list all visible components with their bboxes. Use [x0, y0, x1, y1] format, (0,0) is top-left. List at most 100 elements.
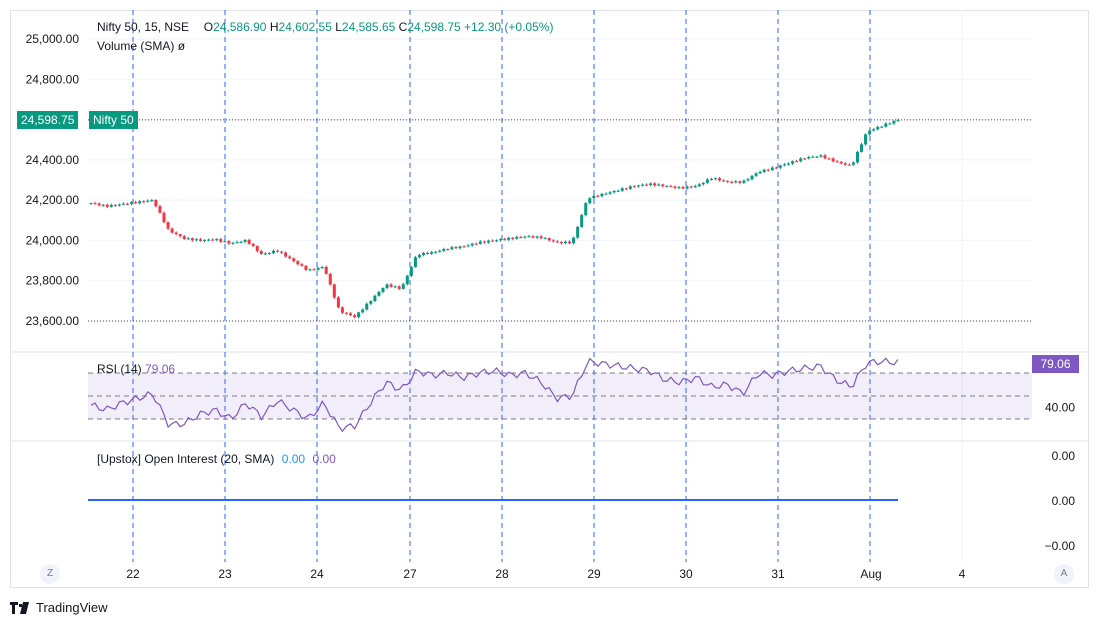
candle-body: [292, 258, 296, 262]
candle-body: [872, 129, 876, 131]
oi-tick-label: 0.00: [1052, 494, 1076, 508]
candle-body: [377, 292, 381, 296]
candle-body: [515, 236, 519, 239]
candle-body: [738, 181, 742, 183]
candle-body: [97, 203, 101, 206]
candle-body: [685, 186, 689, 189]
candle-body: [864, 134, 868, 145]
candle-body: [271, 250, 275, 253]
candle-body: [677, 187, 681, 189]
candle-body: [401, 284, 405, 289]
candle-body: [361, 309, 365, 313]
candle-body: [101, 204, 105, 206]
candle-body: [442, 249, 446, 251]
candle-body: [239, 241, 243, 243]
candle-body: [624, 188, 628, 190]
candle-body: [580, 215, 584, 227]
candle-body: [353, 315, 357, 318]
candle-body: [211, 239, 215, 241]
rsi-value-tag: 79.06: [1032, 355, 1079, 373]
candle-body: [791, 161, 795, 164]
candle-body: [178, 234, 182, 237]
candle-body: [681, 187, 685, 189]
time-tick-label: 27: [403, 567, 417, 581]
candle-body: [255, 246, 259, 252]
candle-body: [604, 193, 608, 195]
candle-body: [320, 267, 324, 269]
candle-body: [369, 301, 373, 304]
candle-body: [478, 241, 482, 244]
candle-body: [385, 284, 389, 289]
close-label: C: [398, 20, 408, 34]
candle-body: [766, 169, 770, 171]
candle-body: [186, 238, 190, 240]
candle-body: [851, 162, 855, 165]
candle-body: [750, 175, 754, 180]
candle-body: [782, 164, 786, 166]
candle-body: [336, 297, 340, 308]
candle-body: [231, 242, 235, 244]
candle-body: [714, 178, 718, 180]
candle-body: [389, 284, 393, 287]
symbol-label[interactable]: Nifty 50, 15, NSE: [97, 20, 190, 34]
candle-body: [892, 120, 896, 124]
candle-body: [495, 240, 499, 242]
candle-body: [770, 167, 774, 171]
candle-body: [762, 169, 766, 172]
symbol-name-tag: Nifty 50: [89, 111, 138, 129]
rsi-line: [90, 357, 899, 433]
price-legend: Nifty 50, 15, NSE O24,586.90 H24,602.55 …: [97, 20, 553, 34]
candle-body: [170, 228, 174, 233]
candle-body: [896, 119, 900, 121]
candle-body: [105, 204, 109, 207]
candle-body: [535, 236, 539, 238]
candle-body: [154, 200, 158, 207]
candle-body: [198, 239, 202, 241]
candle-body: [778, 165, 782, 168]
candle-body: [847, 164, 851, 166]
high-value: 24,602.55: [278, 20, 332, 34]
tradingview-branding[interactable]: TradingView: [10, 600, 108, 615]
candle-body: [280, 251, 284, 253]
candle-body: [397, 286, 401, 289]
candle-body: [815, 156, 819, 158]
candle-body: [811, 156, 815, 158]
candle-body: [332, 284, 336, 298]
candle-body: [649, 183, 653, 186]
candle-body: [726, 180, 730, 182]
auto-scale-button[interactable]: A: [1054, 564, 1074, 584]
candle-body: [588, 198, 592, 204]
candle-body: [316, 267, 320, 270]
candle-body: [669, 186, 673, 188]
candle-body: [405, 275, 409, 285]
candle-body: [835, 161, 839, 163]
candle-body: [543, 238, 547, 240]
candle-body: [620, 188, 624, 191]
candle-body: [344, 312, 348, 314]
low-value: 24,585.65: [341, 20, 396, 34]
candle-body: [162, 212, 166, 223]
candle-body: [795, 161, 799, 163]
candle-body: [166, 222, 170, 229]
price-tick-label: 24,800.00: [26, 72, 80, 86]
candle-body: [235, 242, 239, 244]
volume-value: ø: [177, 39, 186, 53]
candle-body: [365, 303, 369, 310]
candle-body: [434, 251, 438, 253]
candle-body: [888, 123, 892, 125]
candle-body: [876, 126, 880, 130]
candle-body: [641, 184, 645, 186]
time-tick-label: 22: [126, 567, 140, 581]
candle-body: [855, 151, 859, 163]
zoom-toggle-button[interactable]: Z: [40, 564, 60, 584]
volume-legend[interactable]: Volume (SMA) ø: [97, 39, 185, 53]
rsi-legend[interactable]: RSI (14) 79.06: [97, 362, 175, 376]
candle-body: [612, 190, 616, 193]
oi-legend[interactable]: [Upstox] Open Interest (20, SMA) 0.00 0.…: [97, 452, 336, 466]
candle-body: [701, 182, 705, 185]
candle-body: [89, 203, 93, 205]
candle-body: [628, 186, 632, 189]
candle-body: [413, 257, 417, 268]
candle-body: [130, 202, 134, 205]
